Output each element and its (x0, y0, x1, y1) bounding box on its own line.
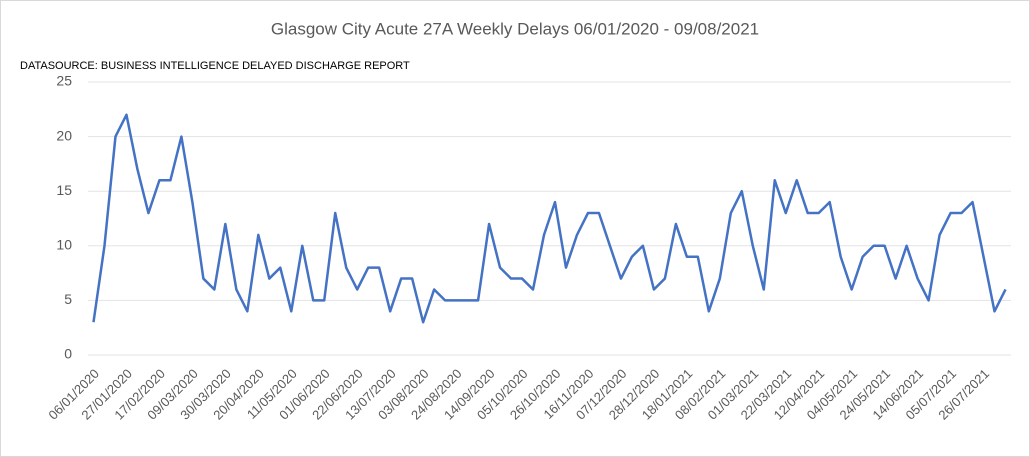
y-tick-label: 0 (64, 346, 72, 362)
y-tick-label: 15 (56, 182, 72, 198)
data-line (92, 113, 1007, 324)
y-tick-label: 10 (56, 237, 72, 253)
y-tick-label: 20 (56, 127, 72, 143)
y-tick-label: 5 (64, 291, 72, 307)
y-tick-label: 25 (56, 73, 72, 89)
chart-title: Glasgow City Acute 27A Weekly Delays 06/… (271, 19, 759, 38)
chart-subtitle: DATASOURCE: BUSINESS INTELLIGENCE DELAYE… (20, 60, 410, 72)
